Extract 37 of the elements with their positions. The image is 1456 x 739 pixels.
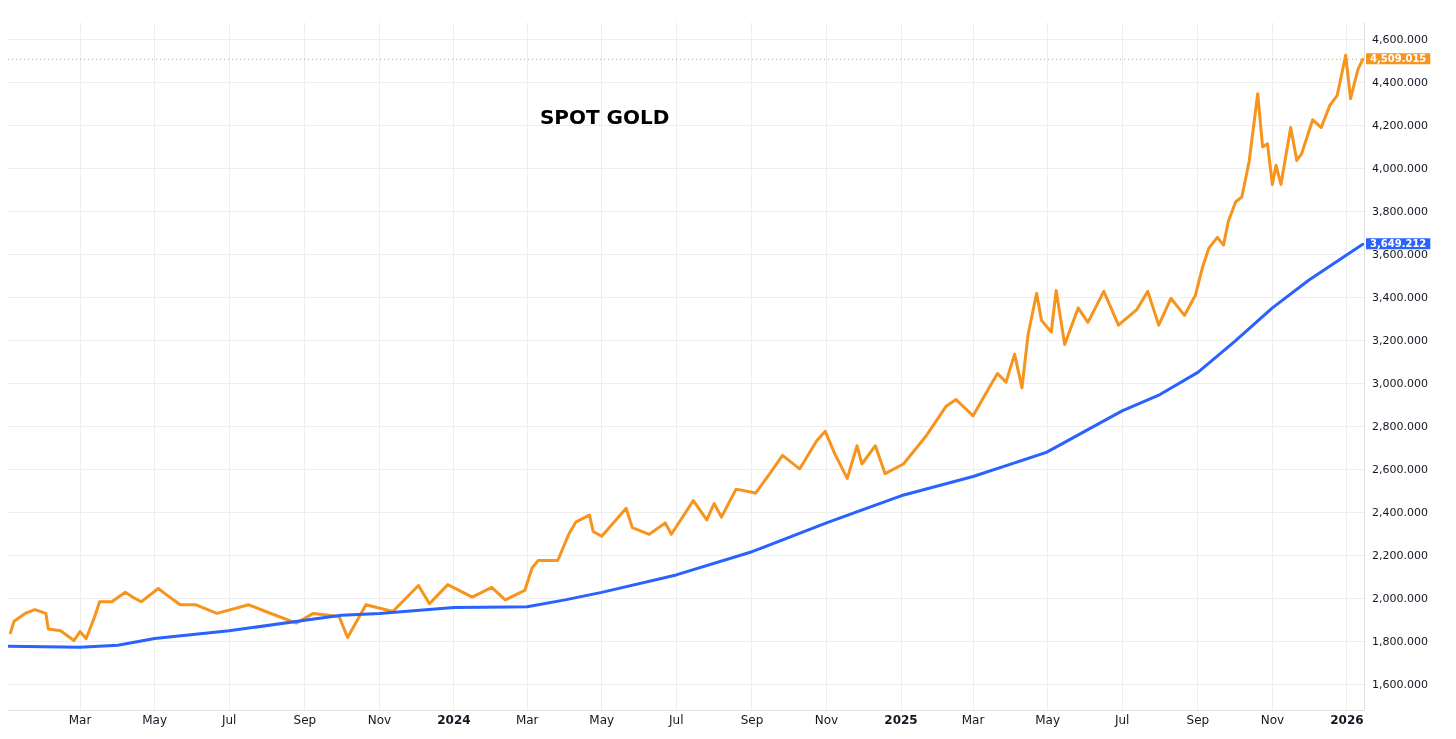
x-tick-label: 2026 bbox=[1330, 712, 1364, 727]
y-tick-label: 2,800.000 bbox=[1372, 419, 1428, 433]
x-tick-label: Nov bbox=[367, 712, 392, 727]
y-tick-label: 4,000.000 bbox=[1372, 161, 1428, 175]
x-tick-label: 2025 bbox=[884, 712, 918, 727]
x-tick-label: Sep bbox=[740, 712, 764, 727]
x-tick-label: May bbox=[142, 712, 167, 727]
x-tick-label: Mar bbox=[68, 712, 92, 727]
y-tick-label: 3,000.000 bbox=[1372, 376, 1428, 390]
x-tick-label: May bbox=[589, 712, 615, 727]
y-tick-label: 4,200.000 bbox=[1372, 118, 1428, 132]
x-tick-label: Jul bbox=[1113, 712, 1130, 727]
y-tick-label: 1,600.000 bbox=[1372, 677, 1428, 691]
y-tick-label: 3,400.000 bbox=[1372, 290, 1428, 304]
x-tick-label: Jul bbox=[220, 712, 237, 727]
y-tick-label: 4,600.000 bbox=[1372, 32, 1428, 46]
data-label: 3,649.212 bbox=[1370, 237, 1427, 249]
x-tick-label: May bbox=[1035, 712, 1061, 727]
data-label: 4,509.015 bbox=[1370, 52, 1427, 64]
x-tick-label: Mar bbox=[961, 712, 985, 727]
y-tick-label: 2,200.000 bbox=[1372, 548, 1428, 562]
x-tick-label: Jul bbox=[667, 712, 684, 727]
y-tick-label: 2,600.000 bbox=[1372, 462, 1428, 476]
y-tick-label: 3,600.000 bbox=[1372, 247, 1428, 261]
y-tick-label: 2,000.000 bbox=[1372, 591, 1428, 605]
y-tick-label: 3,800.000 bbox=[1372, 204, 1428, 218]
x-tick-label: Mar bbox=[515, 712, 539, 727]
y-tick-label: 1,800.000 bbox=[1372, 634, 1428, 648]
x-tick-label: 2024 bbox=[437, 712, 471, 727]
y-tick-label: 4,400.000 bbox=[1372, 75, 1428, 89]
x-tick-label: Nov bbox=[814, 712, 839, 727]
y-tick-label: 3,200.000 bbox=[1372, 333, 1428, 347]
text: SPOT GOLD bbox=[539, 105, 670, 130]
x-tick-label: Sep bbox=[1186, 712, 1210, 727]
x-tick-label: Nov bbox=[1260, 712, 1285, 727]
x-tick-label: Sep bbox=[293, 712, 317, 727]
y-tick-label: 2,400.000 bbox=[1372, 505, 1428, 519]
